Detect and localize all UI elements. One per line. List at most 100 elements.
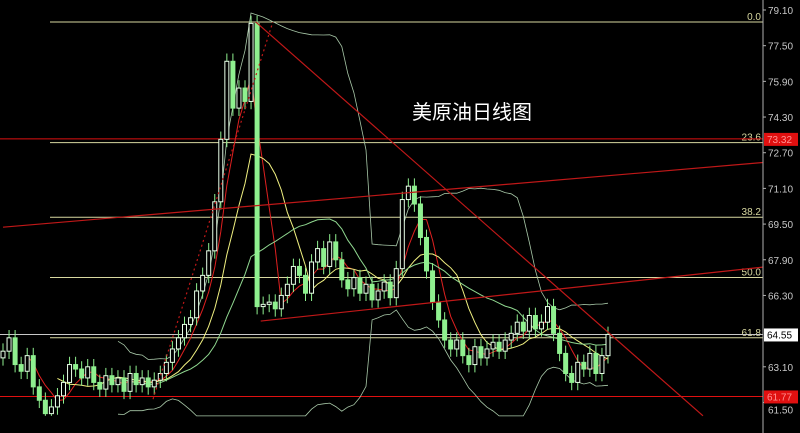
candle: [490, 341, 496, 350]
candle: [206, 250, 212, 276]
candle: [12, 337, 18, 366]
candle: [478, 346, 484, 359]
candle: [345, 279, 351, 290]
candle: [502, 339, 508, 352]
candle: [514, 321, 520, 334]
candle: [24, 355, 30, 372]
candle: [254, 22, 260, 308]
candle: [242, 87, 248, 102]
candle: [321, 248, 327, 267]
candle: [520, 321, 526, 332]
y-tick-label: 66.30: [768, 291, 793, 302]
candle: [593, 352, 599, 374]
candle: [157, 372, 163, 381]
candle: [42, 399, 48, 415]
y-tick-label: 67.90: [768, 256, 793, 267]
y-tick-label: 74.30: [768, 113, 793, 124]
candle: [260, 303, 266, 308]
candle: [290, 265, 296, 285]
candle: [369, 283, 375, 301]
candle: [54, 395, 60, 408]
candle: [278, 294, 284, 310]
moving-average-20: [117, 218, 609, 385]
candle: [194, 290, 200, 319]
candle: [454, 339, 460, 350]
candle: [67, 364, 73, 383]
candle: [121, 377, 127, 392]
candle: [248, 22, 254, 102]
price-badge-label: 73.32: [767, 135, 792, 146]
price-badge: [764, 390, 798, 404]
fib-level-label: 61.8: [742, 328, 762, 339]
moving-average-10: [57, 153, 609, 387]
candle: [127, 372, 133, 392]
candle: [175, 337, 181, 350]
candle: [109, 375, 115, 386]
candle: [48, 406, 54, 415]
bollinger-upper-band: [117, 12, 609, 360]
candle: [424, 236, 429, 272]
fib-level-label: 0.0: [747, 12, 761, 23]
trendline: [2, 161, 763, 228]
fib-level-label: 23.6: [742, 133, 762, 144]
price-badge-label: 61.77: [767, 392, 792, 403]
candle: [309, 261, 315, 294]
fib-level-label: 50.0: [742, 267, 762, 278]
candle: [91, 366, 97, 383]
candle: [605, 333, 611, 357]
candle: [163, 361, 169, 374]
candle: [466, 355, 472, 366]
candle: [442, 319, 448, 341]
trendline: [260, 266, 763, 322]
candle: [327, 241, 333, 267]
candle: [599, 355, 605, 374]
candle: [333, 241, 339, 261]
candle: [484, 348, 490, 359]
bollinger-lower-band: [117, 309, 609, 417]
candle: [145, 377, 151, 388]
y-tick-label: 63.10: [768, 363, 793, 374]
candle: [381, 281, 387, 292]
price-badge: [764, 132, 798, 146]
candle: [61, 381, 66, 397]
candle: [387, 281, 393, 299]
candle: [103, 375, 109, 390]
candle: [79, 368, 85, 379]
price-badge: [764, 328, 798, 342]
y-tick-label: 79.10: [768, 6, 793, 17]
candle: [30, 355, 36, 388]
candle: [212, 201, 218, 252]
candle: [551, 306, 557, 334]
candle: [351, 277, 357, 290]
candle: [472, 346, 478, 366]
candle: [272, 301, 278, 310]
candle: [448, 339, 454, 350]
candle: [393, 268, 399, 299]
candle: [399, 199, 405, 270]
candle: [557, 332, 563, 354]
y-tick-label: 72.70: [768, 149, 793, 160]
candle: [6, 337, 12, 352]
candle: [230, 60, 236, 109]
candle: [139, 377, 145, 386]
candle: [436, 301, 442, 321]
candle: [496, 341, 502, 352]
candle: [575, 361, 581, 383]
candle: [587, 352, 593, 370]
candle: [73, 364, 79, 370]
candle: [296, 265, 302, 276]
candle: [97, 381, 103, 390]
candle: [581, 361, 587, 370]
candle: [284, 283, 290, 296]
candle: [18, 364, 24, 372]
candle: [526, 315, 532, 332]
candle: [375, 290, 381, 301]
candle: [357, 277, 363, 294]
candle: [545, 306, 550, 323]
y-tick-label: 75.90: [768, 77, 793, 88]
candle: [532, 315, 538, 330]
candle: [0, 350, 6, 359]
candle: [460, 339, 466, 357]
candle: [303, 274, 308, 294]
y-tick-label: 69.50: [768, 220, 793, 231]
